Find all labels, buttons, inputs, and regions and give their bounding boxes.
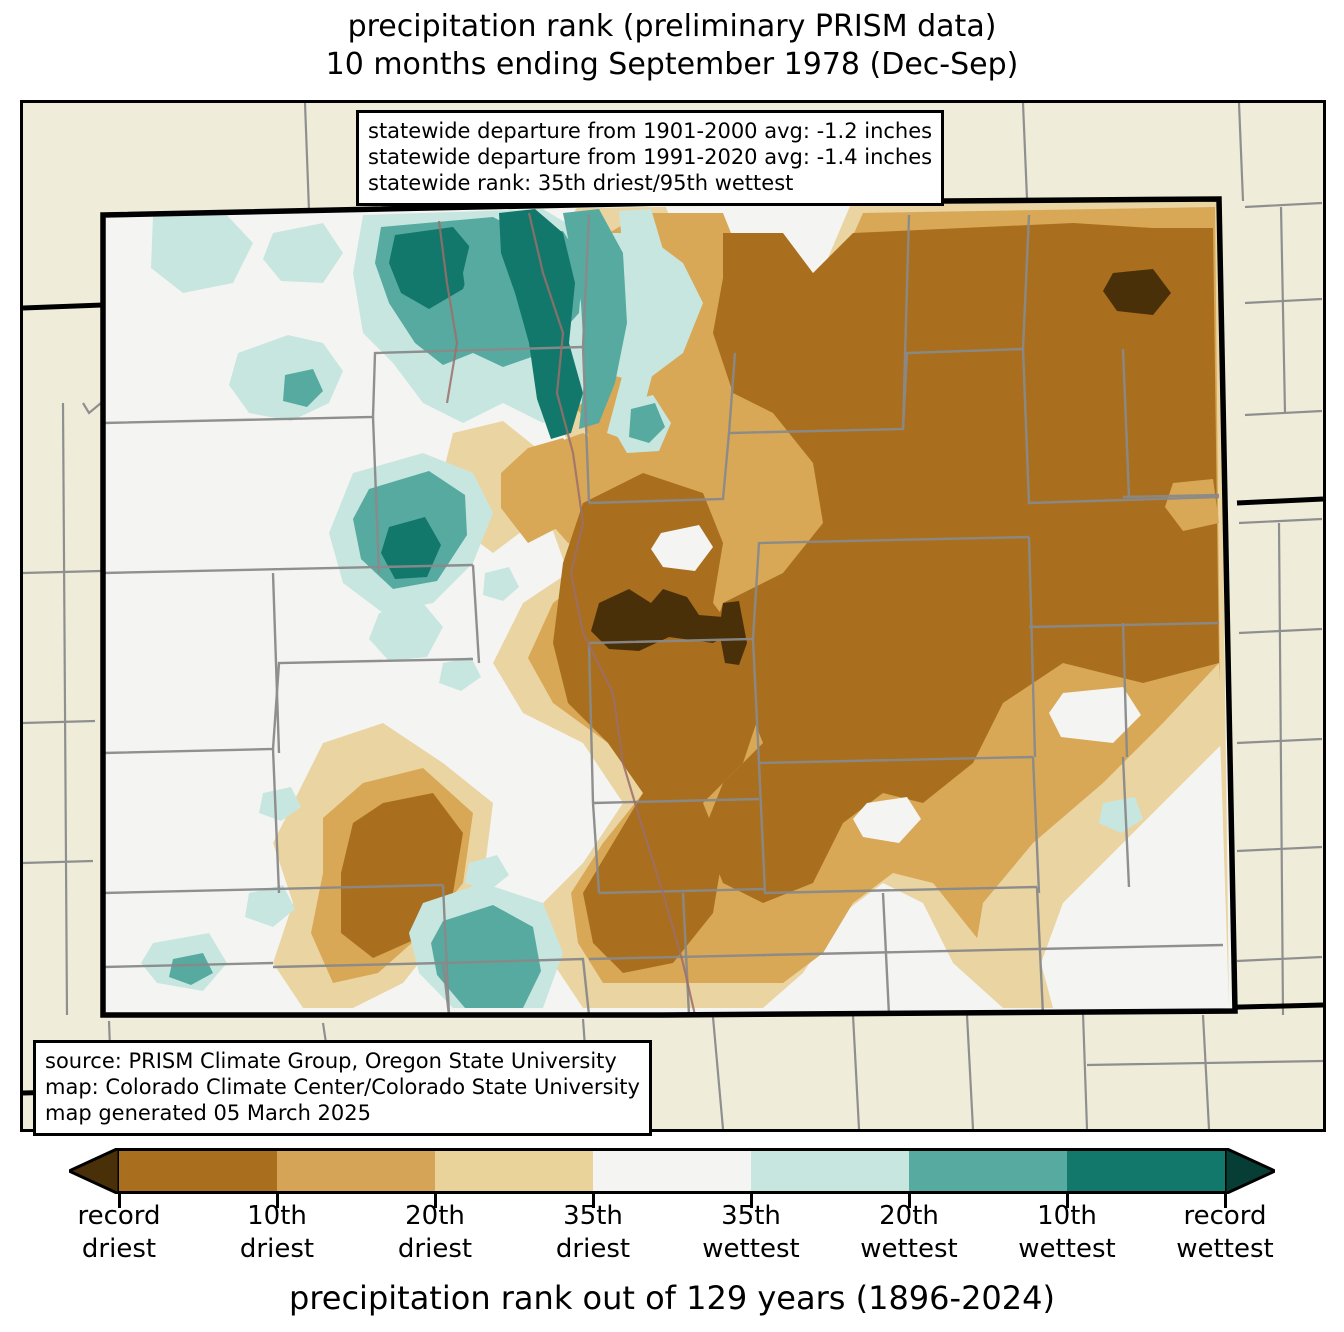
band-record-driest-spur <box>719 601 747 665</box>
band-10th-driest-central <box>553 473 763 973</box>
band-35th-wettest-n2 <box>263 223 343 283</box>
band-record-driest-ne <box>1103 269 1171 315</box>
band-35th-wettest-p3 <box>259 787 301 821</box>
band-35th-wettest-nw <box>151 211 253 293</box>
colorbar-bands <box>119 1148 1225 1194</box>
band-20th-wettest-ridge <box>563 209 627 429</box>
colorbar-ticks <box>69 1194 1275 1208</box>
colorbar-band-4 <box>751 1151 909 1191</box>
colorbar-tick-5 <box>907 1194 911 1208</box>
neutral-hole-1 <box>651 525 713 571</box>
band-35th-wettest-p6 <box>1099 797 1143 833</box>
precip-rank-shading <box>103 199 1235 1015</box>
page-title: precipitation rank (preliminary PRISM da… <box>0 8 1344 84</box>
colorbar-tick-3 <box>591 1194 595 1208</box>
colorbar-label-top-5: 20th <box>879 1201 939 1231</box>
colorbar <box>0 1140 1344 1208</box>
river-lines <box>437 212 697 1015</box>
band-20th-wettest-sc <box>431 905 541 1008</box>
colorbar-label-bottom-4: wettest <box>702 1234 800 1264</box>
band-20th-wettest-rg2 <box>629 403 665 443</box>
colorbar-band-3 <box>593 1151 751 1191</box>
colorbar-label-bottom-1: driest <box>239 1234 315 1264</box>
title-line-1: precipitation rank (preliminary PRISM da… <box>347 9 997 44</box>
neutral-hole-2 <box>853 797 921 843</box>
colorado-county-lines <box>103 214 1224 1015</box>
colorado-precipitation-rank-map <box>23 103 1323 1129</box>
colorbar-label-1: 10th driest <box>172 1200 382 1266</box>
band-record-driest <box>591 589 735 651</box>
neutral-hole-3 <box>1049 687 1141 743</box>
colorbar-label-top-1: 10th <box>247 1201 307 1231</box>
colorbar-label-6: 10th wettest <box>962 1200 1172 1266</box>
colorbar-gradient <box>69 1148 1275 1194</box>
colorbar-over-arrow <box>1225 1148 1275 1194</box>
band-35th-wettest-p1 <box>483 567 519 601</box>
map-generated-line: map generated 05 March 2025 <box>45 1101 372 1125</box>
colorbar-tick-2 <box>433 1194 437 1208</box>
colorbar-label-top-7: record <box>1183 1201 1267 1231</box>
colorbar-label-3: 35th driest <box>488 1200 698 1266</box>
band-35th-wettest-sc2 <box>465 855 509 891</box>
band-10th-wettest-wc <box>381 517 441 579</box>
colorbar-tick-1 <box>275 1194 279 1208</box>
colorbar-under-arrow <box>69 1148 119 1194</box>
colorbar-tick-7 <box>1223 1194 1227 1208</box>
colorbar-label-2: 20th driest <box>330 1200 540 1266</box>
colorbar-tick-labels: record driest 10th driest 20th driest 35th drie… <box>0 1200 1344 1272</box>
map-credit-line: map: Colorado Climate Center/Colorado St… <box>45 1075 640 1099</box>
colorbar-caption: precipitation rank out of 129 years (189… <box>289 1279 1055 1317</box>
colorbar-label-5: 20th wettest <box>804 1200 1014 1266</box>
colorbar-band-2 <box>435 1151 593 1191</box>
colorbar-label-top-2: 20th <box>405 1201 465 1231</box>
stat-statewide-rank: statewide rank: 35th driest/95th wettest <box>368 171 794 195</box>
statewide-stats-box: statewide departure from 1901-2000 avg: … <box>356 110 945 206</box>
colorbar-band-5 <box>909 1151 1067 1191</box>
colorbar-label-7: record wettest <box>1120 1200 1330 1266</box>
band-10th-wettest-mtn <box>389 227 475 309</box>
band-20th-driest-e4 <box>1165 479 1219 531</box>
colorbar-band-0 <box>119 1151 277 1191</box>
colorbar-label-top-4: 35th <box>721 1201 781 1231</box>
band-10th-driest-ne2 <box>1043 343 1173 433</box>
band-record-driest-e2 <box>1013 527 1093 579</box>
band-35th-wettest-p4 <box>245 885 295 927</box>
colorbar-label-0: record driest <box>14 1200 224 1266</box>
map-frame[interactable] <box>20 100 1326 1132</box>
band-35th-wettest-ridge <box>607 209 667 439</box>
colorbar-label-bottom-3: driest <box>555 1234 631 1264</box>
colorbar-band-6 <box>1067 1151 1225 1191</box>
source-credits-box: source: PRISM Climate Group, Oregon Stat… <box>33 1040 652 1136</box>
band-10th-wettest-ridge <box>499 209 583 439</box>
colorbar-label-top-3: 35th <box>563 1201 623 1231</box>
band-20th-wettest-blob <box>283 369 323 407</box>
colorbar-label-bottom-0: driest <box>81 1234 157 1264</box>
stat-departure-1901-2000: statewide departure from 1901-2000 avg: … <box>368 119 933 143</box>
colorbar-tick-4 <box>749 1194 753 1208</box>
colorbar-label-top-0: record <box>77 1201 161 1231</box>
colorbar-band-1 <box>277 1151 435 1191</box>
band-35-east-strip <box>973 663 1223 1008</box>
band-35th-wettest-wc2 <box>369 603 443 661</box>
band-35th-wettest-p2 <box>439 657 481 691</box>
source-line: source: PRISM Climate Group, Oregon Stat… <box>45 1049 617 1073</box>
colorbar-tick-6 <box>1065 1194 1069 1208</box>
band-20th-wettest-p5 <box>169 953 213 985</box>
colorbar-label-bottom-6: wettest <box>1018 1234 1116 1264</box>
colorbar-tick-0 <box>117 1194 121 1208</box>
colorbar-label-bottom-2: driest <box>397 1234 473 1264</box>
colorbar-label-4: 35th wettest <box>646 1200 856 1266</box>
colorbar-label-top-6: 10th <box>1037 1201 1097 1231</box>
band-20th-wettest-mtn2 <box>463 233 513 333</box>
stat-departure-1991-2020: statewide departure from 1991-2020 avg: … <box>368 145 933 169</box>
colorbar-label-bottom-7: wettest <box>1176 1234 1274 1264</box>
colorbar-label-bottom-5: wettest <box>860 1234 958 1264</box>
band-10th-driest-e3 <box>899 563 999 633</box>
title-line-2: 10 months ending September 1978 (Dec-Sep… <box>325 47 1019 82</box>
